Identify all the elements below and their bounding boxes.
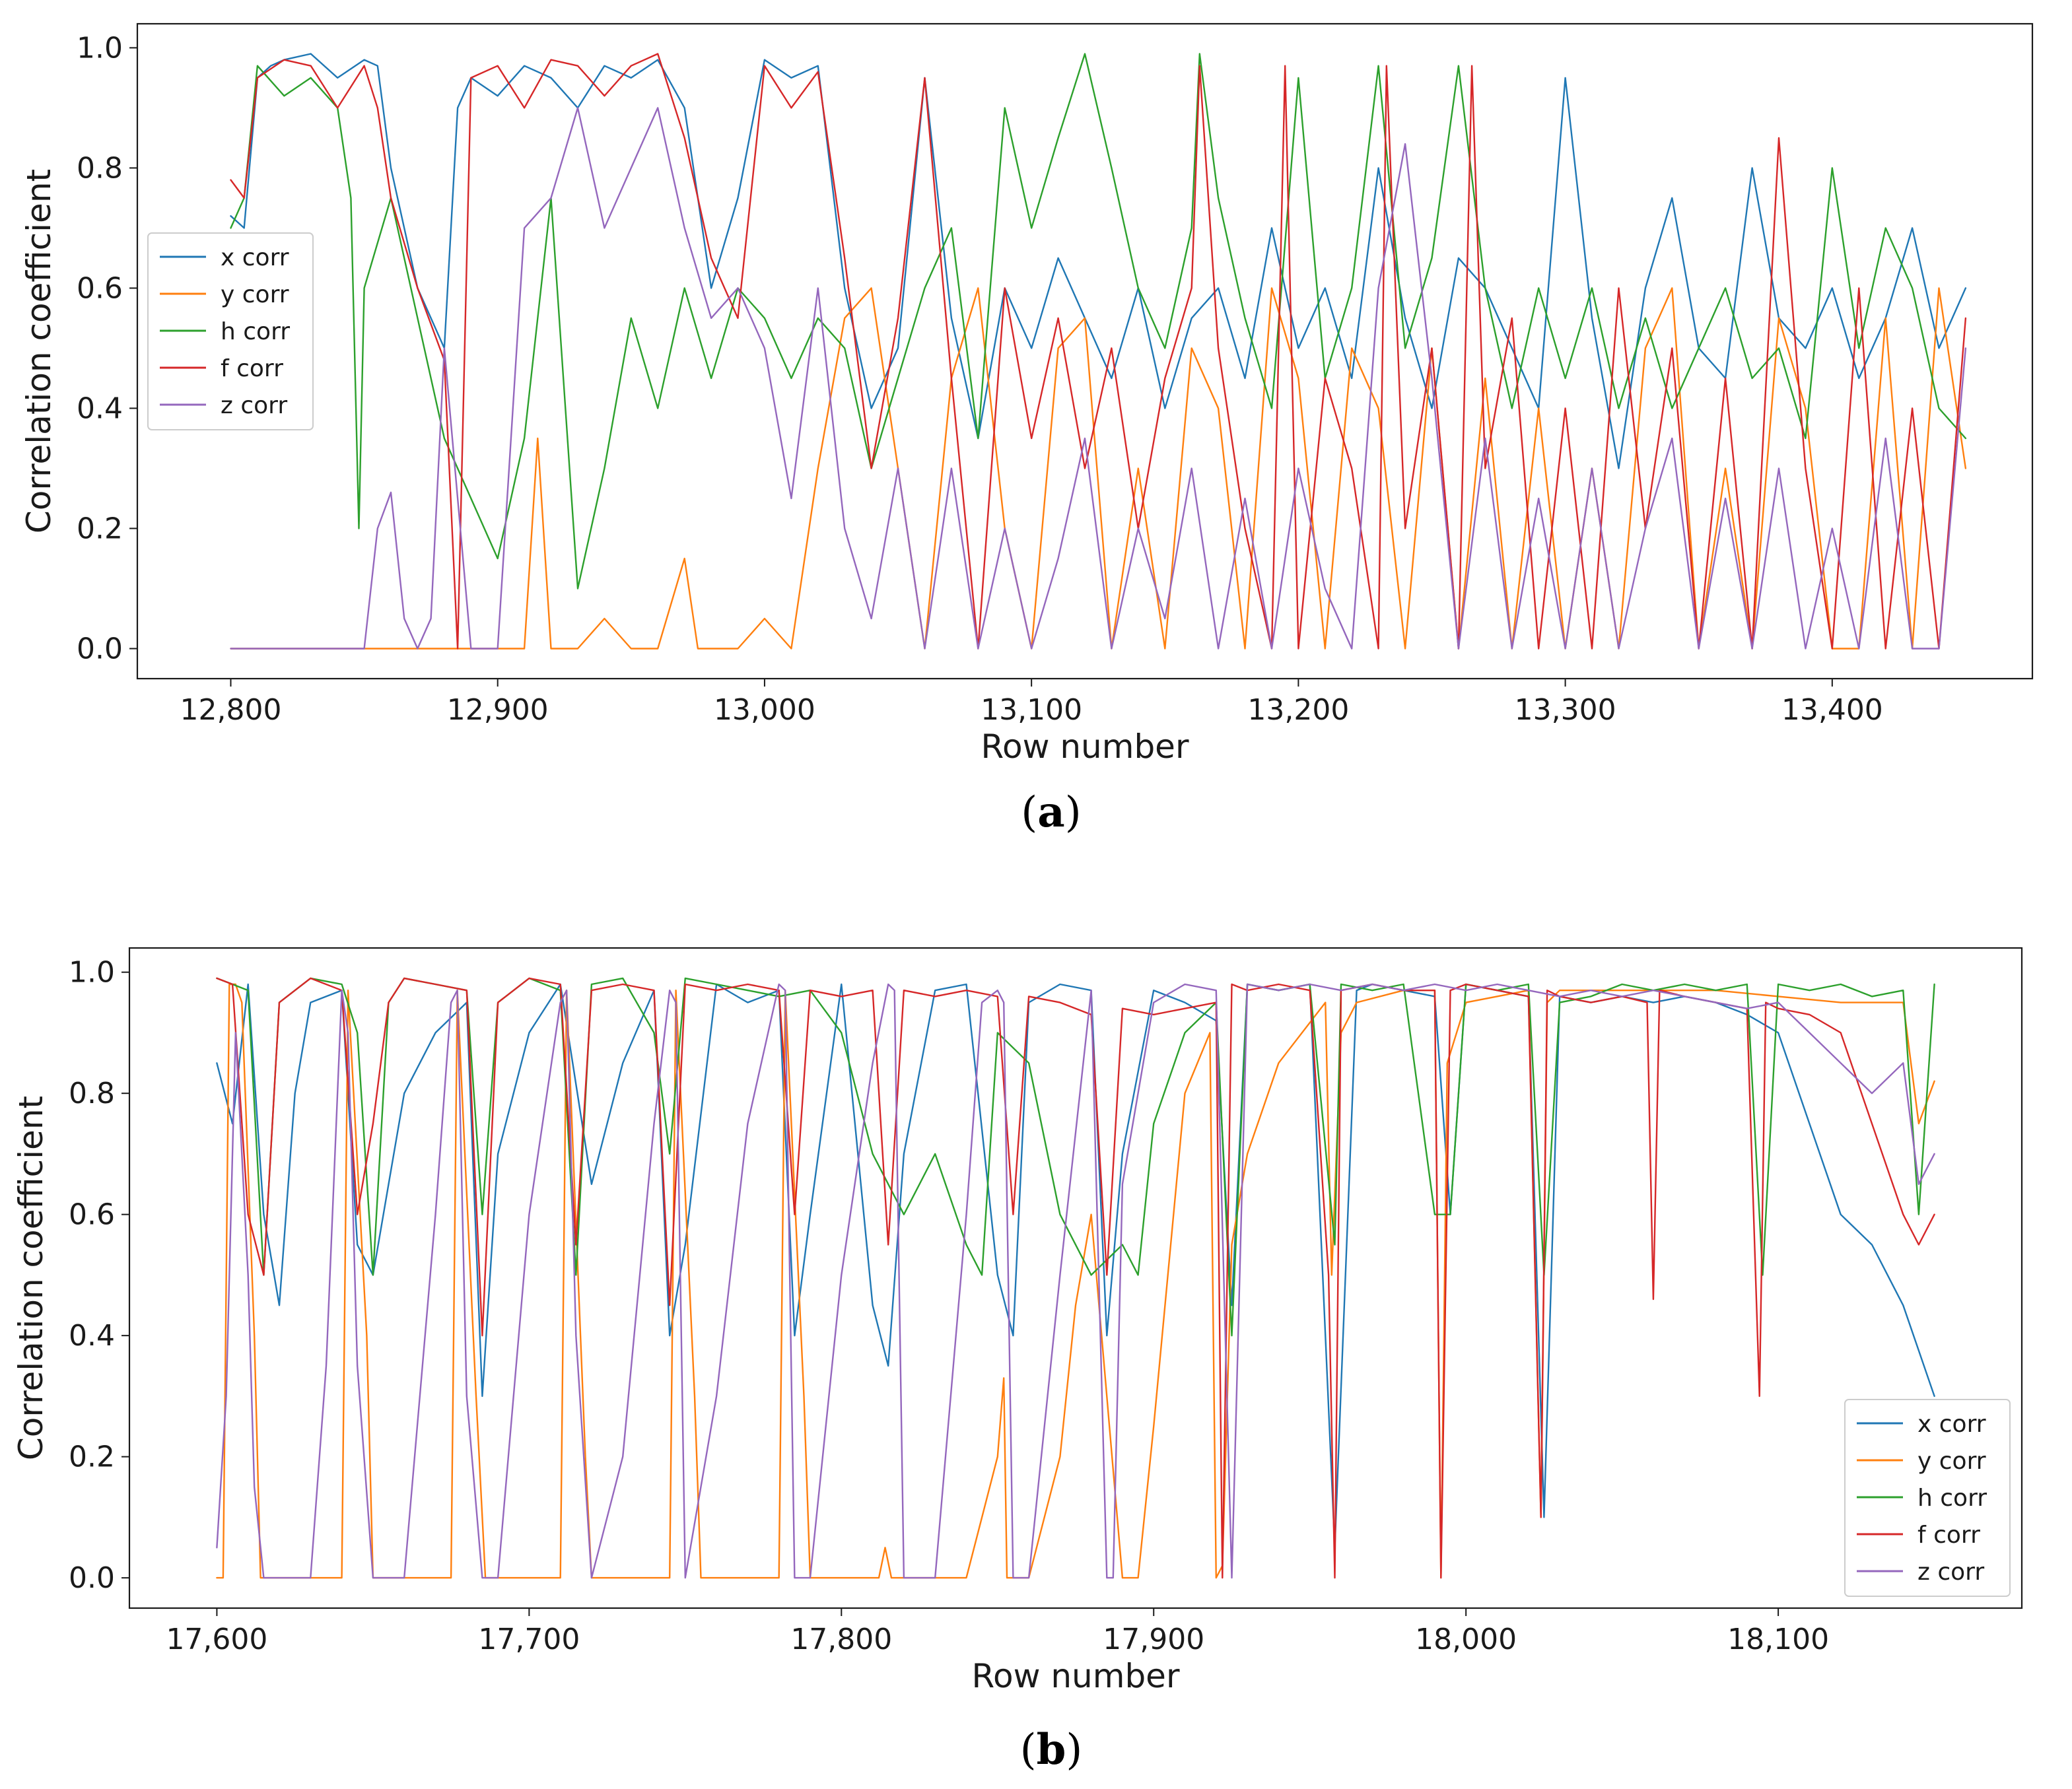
chart-b-legend-label: h corr	[1917, 1485, 1987, 1512]
chart-a-legend-label: z corr	[221, 392, 287, 419]
chart-a-legend-label: h corr	[221, 318, 290, 345]
chart-a-y-tick-label: 0.0	[77, 632, 123, 665]
chart-a-legend-box	[147, 232, 314, 430]
panel-label-b-letter: b	[1037, 1725, 1066, 1774]
chart-a-y-tick-label: 1.0	[77, 31, 123, 65]
chart-b-legend-label: y corr	[1917, 1448, 1986, 1475]
chart-b-legend: x corr y corr h corr f corr z corr	[1844, 1399, 2011, 1597]
panel-label-b-close: )	[1066, 1726, 1082, 1774]
chart-a-x-axis-label: Row number	[981, 727, 1189, 766]
chart-a-x-tick-label: 13,000	[714, 693, 815, 727]
chart-b-x-tick-label: 18,000	[1415, 1623, 1517, 1656]
chart-b-x-tick-label: 17,900	[1103, 1623, 1204, 1656]
chart-b-series-line-z-corr	[216, 983, 1935, 1579]
panel-label-b-open: (	[1020, 1726, 1037, 1774]
chart-b-x-tick-label: 17,800	[790, 1623, 892, 1656]
chart-b-series-line-f-corr	[216, 977, 1935, 1579]
chart-b-x-axis-label: Row number	[971, 1657, 1179, 1695]
chart-b-series-group	[216, 977, 1935, 1579]
chart-b-y-tick-label: 1.0	[69, 956, 115, 990]
chart-a-legend-label: f corr	[221, 355, 283, 382]
chart-a-y-tick-label: 0.6	[77, 271, 123, 305]
chart-b-y-tick-label: 0.0	[69, 1561, 115, 1595]
chart-a-x-tick-label: 13,300	[1515, 693, 1616, 727]
chart-panel-b: 17,600 17,700 17,800 17,900 18,000 18,100 0.0 0…	[12, 947, 2023, 1695]
chart-a-x-tick-label: 12,800	[180, 693, 281, 727]
chart-a-legend: x corr y corr h corr f corr z corr	[147, 232, 314, 430]
chart-a-series-group	[230, 53, 1967, 650]
chart-b-y-tick-label: 0.4	[69, 1319, 115, 1353]
chart-b-series-line-y-corr	[216, 983, 1935, 1579]
chart-b-y-tick-label: 0.8	[69, 1077, 115, 1110]
panel-label-b: (b)	[1020, 1725, 1083, 1774]
chart-panel-a: 12,800 12,900 13,000 13,100 13,200 13,300 13,4…	[20, 22, 2034, 766]
chart-b-x-tick-label: 18,100	[1727, 1623, 1829, 1656]
chart-a-legend-label: y corr	[221, 281, 289, 308]
panel-label-a-letter: a	[1037, 788, 1064, 837]
chart-b-x-tick-label: 17,700	[478, 1623, 580, 1656]
chart-a-series-line-x-corr	[230, 53, 1967, 469]
chart-a-series-line-z-corr	[230, 107, 1967, 650]
chart-b-legend-label: z corr	[1917, 1559, 1984, 1586]
panel-label-a: (a)	[1021, 788, 1081, 837]
chart-b-y-tick-label: 0.6	[69, 1198, 115, 1232]
chart-a-x-tick-label: 13,400	[1781, 693, 1883, 727]
chart-a-y-tick-label: 0.2	[77, 512, 123, 545]
chart-a-x-tick-label: 13,200	[1247, 693, 1349, 727]
chart-a-y-tick-label: 0.8	[77, 151, 123, 185]
chart-b-plot-frame	[128, 947, 2023, 1609]
chart-a-y-tick-label: 0.4	[77, 391, 123, 425]
chart-b-y-tick-label: 0.2	[69, 1440, 115, 1474]
chart-a-series-line-h-corr	[230, 53, 1967, 590]
panel-label-a-open: (	[1021, 788, 1037, 837]
chart-a-legend-label: x corr	[221, 244, 289, 271]
chart-a-y-axis-label: Correlation coefficient	[20, 169, 58, 533]
chart-a-plot-frame	[136, 22, 2034, 680]
chart-a-series-line-y-corr	[230, 287, 1967, 650]
chart-b-legend-label: f corr	[1917, 1522, 1980, 1549]
chart-a-x-tick-label: 12,900	[447, 693, 549, 727]
chart-a-x-tick-label: 13,100	[981, 693, 1082, 727]
chart-b-x-tick-label: 17,600	[166, 1623, 267, 1656]
chart-b-legend-box	[1844, 1399, 2011, 1597]
panel-label-a-close: )	[1065, 788, 1082, 837]
chart-b-legend-label: x corr	[1917, 1411, 1986, 1438]
chart-b-y-axis-label: Correlation coefficient	[12, 1096, 50, 1460]
